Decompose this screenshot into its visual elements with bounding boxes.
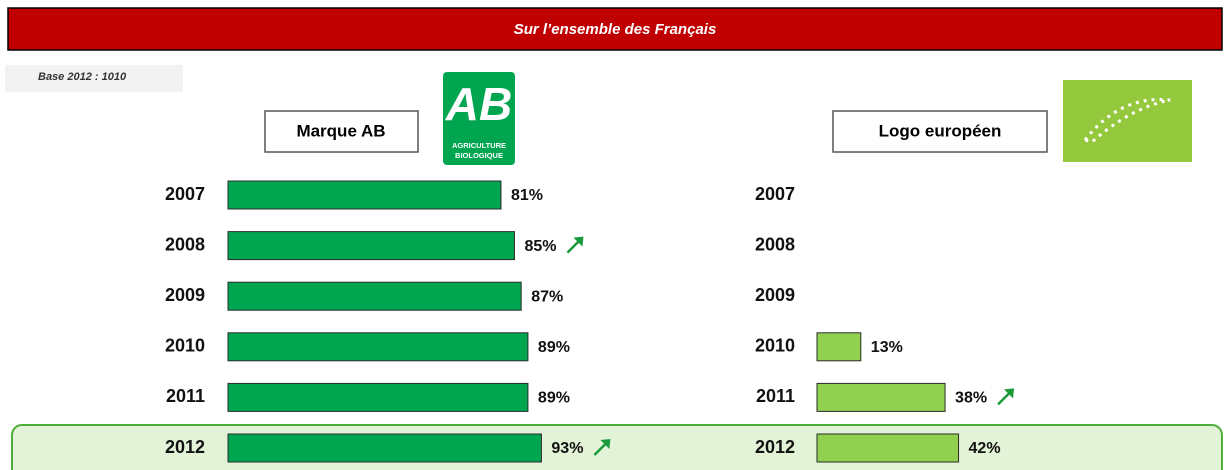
y-tick-label: 2010	[165, 336, 205, 356]
bar	[227, 332, 529, 362]
data-label: 89%	[538, 339, 570, 356]
bar	[227, 382, 529, 412]
chart-title: Logo européen	[879, 121, 1002, 140]
data-label: 85%	[524, 238, 556, 255]
bar	[227, 231, 515, 261]
y-tick-label: 2011	[756, 386, 795, 406]
logo-line: BIOLOGIQUE	[455, 151, 503, 160]
y-tick-label: 2008	[165, 234, 205, 254]
y-tick-label: 2010	[755, 336, 795, 356]
data-label: 13%	[871, 339, 903, 356]
logo-text: AB	[445, 78, 512, 130]
title-box	[264, 110, 419, 153]
y-tick-label: 2009	[165, 285, 205, 305]
base-note-box	[5, 65, 183, 92]
data-label: 87%	[531, 288, 563, 305]
ab-logo: AB AGRICULTURE BIOLOGIQUE	[443, 72, 515, 165]
banner-text: Sur l’ensemble des Français	[514, 21, 717, 38]
banner	[7, 7, 1223, 51]
y-tick-label: 2011	[166, 386, 205, 406]
trend-arrow-head	[573, 236, 584, 247]
y-tick-label: 2009	[755, 285, 795, 305]
data-label: 81%	[511, 187, 543, 204]
trend-arrow-head	[1004, 388, 1015, 399]
y-tick-label: 2012	[755, 437, 795, 457]
data-label: 42%	[969, 440, 1001, 457]
eu-logo	[1063, 80, 1192, 162]
bar	[227, 180, 502, 210]
logo-line: AGRICULTURE	[452, 141, 506, 150]
chart-title: Marque AB	[296, 121, 385, 140]
y-tick-label: 2008	[755, 234, 795, 254]
bar	[816, 433, 960, 463]
data-label: 89%	[538, 390, 570, 407]
y-tick-label: 2007	[755, 184, 795, 204]
data-label: 93%	[551, 440, 583, 457]
title-box	[832, 110, 1048, 153]
logo-bg	[1063, 80, 1192, 162]
y-tick-label: 2007	[165, 184, 205, 204]
trend-arrow-head	[600, 439, 611, 449]
bar	[227, 281, 522, 311]
y-tick-label: 2012	[165, 437, 205, 457]
data-label: 38%	[955, 390, 987, 407]
bar	[816, 332, 862, 362]
bar	[816, 382, 946, 412]
bar	[227, 433, 542, 463]
logo-bg	[443, 72, 515, 165]
base-note: Base 2012 : 1010	[38, 71, 127, 83]
logo-stars	[1082, 98, 1171, 144]
